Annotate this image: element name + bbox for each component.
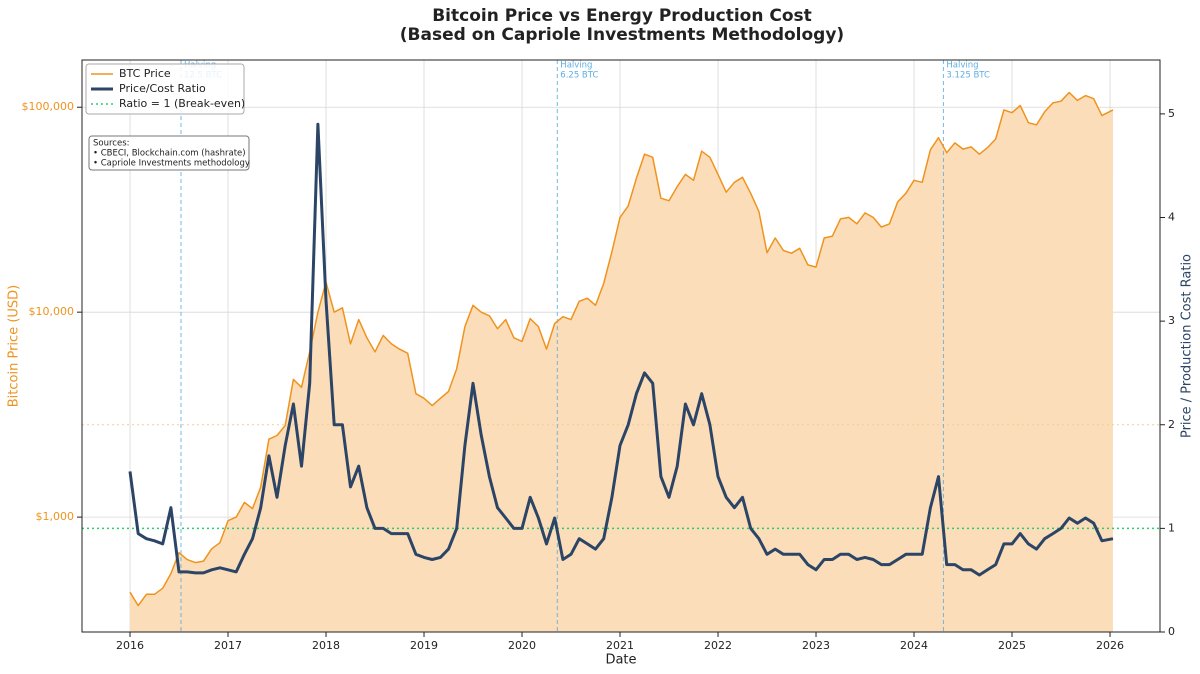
y-tick-label: $100,000 xyxy=(22,100,75,113)
legend-box xyxy=(85,63,245,115)
halving-label: Halving xyxy=(946,61,978,71)
halving-label: 3.125 BTC xyxy=(946,71,990,81)
x-tick-label: 2022 xyxy=(704,639,732,652)
x-tick-label: 2025 xyxy=(998,639,1026,652)
y2-tick-label: 4 xyxy=(1168,211,1175,224)
x-tick-label: 2024 xyxy=(900,639,928,652)
x-tick-label: 2023 xyxy=(802,639,830,652)
y-tick-label: $1,000 xyxy=(36,510,75,523)
x-tick-label: 2019 xyxy=(410,639,438,652)
sources-text: • CBECI, Blockchain.com (hashrate) xyxy=(93,149,246,159)
y2-tick-label: 3 xyxy=(1168,314,1175,327)
halving-label: Halving xyxy=(560,61,592,71)
x-tick-label: 2021 xyxy=(606,639,634,652)
y2-tick-label: 5 xyxy=(1168,107,1175,120)
x-tick-label: 2017 xyxy=(214,639,242,652)
halving-label: 6.25 BTC xyxy=(560,71,598,81)
ratio-line xyxy=(128,122,1114,577)
y-tick-label: $10,000 xyxy=(29,305,75,318)
y-axis-label: Bitcoin Price (USD) xyxy=(7,285,22,407)
chart-subtitle: (Based on Capriole Investments Methodolo… xyxy=(400,25,844,45)
y2-tick-label: 1 xyxy=(1168,521,1175,534)
x-axis-label: Date xyxy=(605,653,636,668)
sources-text: • Capriole Investments methodology xyxy=(93,159,250,169)
x-tick-label: 2016 xyxy=(116,639,144,652)
y2-tick-label: 0 xyxy=(1168,625,1175,638)
sources-box xyxy=(88,135,250,171)
x-tick-label: 2026 xyxy=(1096,639,1124,652)
price-area xyxy=(130,92,1113,632)
sources-text: Sources: xyxy=(93,139,130,149)
legend-label: Price/Cost Ratio xyxy=(119,82,206,95)
plot-area xyxy=(82,60,1160,632)
overlay: Halving12.5 BTCHalving6.25 BTCHalving3.1… xyxy=(85,61,990,171)
x-tick-label: 2020 xyxy=(508,639,536,652)
y2-axis-label: Price / Production Cost Ratio xyxy=(1180,254,1195,438)
chart-title: Bitcoin Price vs Energy Production Cost xyxy=(432,6,812,26)
x-tick-label: 2018 xyxy=(312,639,340,652)
plot-frame xyxy=(81,59,1161,633)
y2-tick-label: 2 xyxy=(1168,418,1175,431)
legend-label: Ratio = 1 (Break-even) xyxy=(119,97,245,110)
price-line xyxy=(129,91,1114,607)
legend-label: BTC Price xyxy=(119,67,171,80)
